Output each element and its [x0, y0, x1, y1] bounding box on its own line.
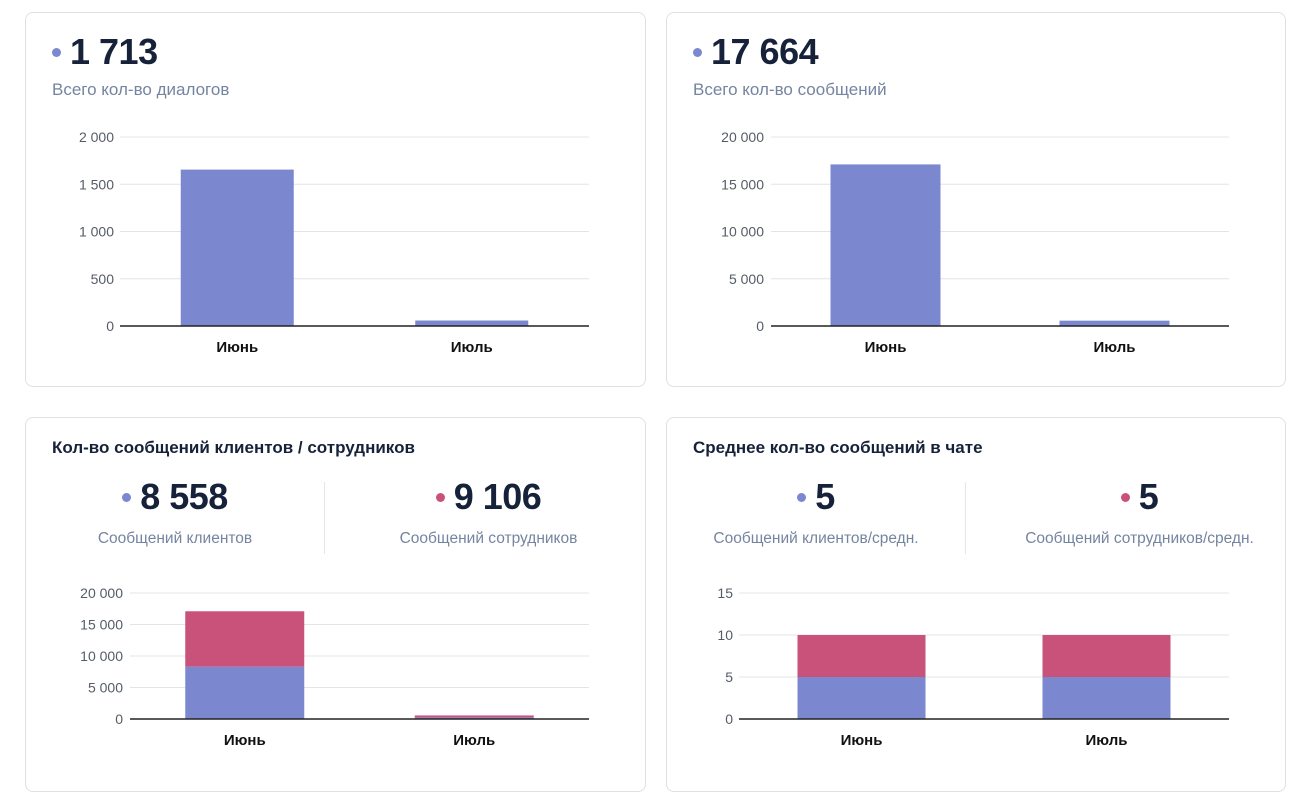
y-tick-label: 20 000	[721, 129, 764, 145]
y-tick-label: 10	[717, 627, 733, 643]
x-category-label: Июль	[1094, 339, 1136, 356]
y-tick-label: 15 000	[721, 176, 764, 192]
bar-clients	[1042, 677, 1171, 719]
x-category-label: Июнь	[216, 339, 258, 356]
y-tick-label: 10 000	[80, 648, 123, 664]
bar-staff	[414, 715, 534, 718]
staff-messages-label: Сообщений сотрудников	[399, 530, 578, 547]
avg-card-title: Среднее кол-во сообщений в чате	[693, 438, 983, 457]
bar-clients	[414, 717, 534, 719]
clients-dot-icon	[797, 492, 807, 502]
dot-indicator-icon	[693, 47, 702, 57]
split-stacked-chart: 0 5 000 10 000 15 000 20 000 Июнь Июль	[80, 585, 589, 749]
clients-dot-icon	[122, 492, 132, 502]
dialogs-card: 1 713 Всего кол-во диалогов 0 500 1 000 1 5…	[25, 12, 646, 387]
bar	[180, 169, 294, 326]
avg-staff-kpi: 5 Сообщений сотрудников/средн.	[992, 476, 1287, 556]
dot-indicator-icon	[52, 47, 61, 57]
y-tick-label: 1 000	[79, 224, 114, 240]
avg-staff-label: Сообщений сотрудников/средн.	[1025, 530, 1254, 547]
avg-clients-value: 5	[815, 476, 835, 517]
x-category-label: Июль	[1086, 732, 1128, 749]
x-category-label: Июнь	[865, 339, 907, 356]
bar-clients	[185, 666, 305, 719]
y-tick-label: 0	[106, 318, 114, 334]
clients-kpi: 8 558 Сообщений клиентов	[26, 476, 324, 556]
bar-staff	[1042, 635, 1171, 677]
bar-clients	[797, 677, 926, 719]
messages-kpi: 17 664	[693, 31, 819, 73]
avg-clients-label: Сообщений клиентов/средн.	[713, 530, 919, 547]
avg-card: Среднее кол-во сообщений в чате 5 Сообще…	[666, 417, 1286, 792]
split-card: Кол-во сообщений клиентов / сотрудников …	[25, 417, 646, 792]
y-tick-label: 500	[91, 271, 115, 287]
avg-clients-kpi: 5 Сообщений клиентов/средн.	[667, 476, 965, 556]
y-tick-label: 2 000	[79, 129, 114, 145]
staff-messages-value: 9 106	[453, 476, 542, 517]
bar	[1059, 320, 1170, 326]
x-category-label: Июль	[453, 732, 495, 749]
y-tick-label: 15	[717, 585, 733, 601]
split-card-title: Кол-во сообщений клиентов / сотрудников	[52, 438, 415, 457]
dialogs-bar-chart: 0 500 1 000 1 500 2 000 Июнь Июль	[79, 129, 589, 356]
y-tick-label: 5 000	[88, 680, 123, 696]
y-tick-label: 10 000	[721, 224, 764, 240]
x-category-label: Июнь	[841, 732, 883, 749]
messages-total-label: Всего кол-во сообщений	[693, 80, 887, 99]
bar	[415, 320, 529, 326]
y-tick-label: 15 000	[80, 617, 123, 633]
avg-stacked-chart: 0 5 10 15 Июнь Июль	[717, 585, 1229, 749]
staff-dot-icon	[1120, 492, 1130, 502]
clients-messages-value: 8 558	[140, 476, 228, 517]
bar-staff	[185, 611, 305, 667]
y-tick-label: 0	[725, 711, 733, 727]
x-category-label: Июнь	[224, 732, 266, 749]
y-tick-label: 0	[115, 711, 123, 727]
staff-kpi: 9 106 Сообщений сотрудников	[351, 476, 626, 556]
y-tick-label: 5	[725, 669, 733, 685]
dialogs-kpi: 1 713	[52, 31, 158, 73]
dialogs-total-label: Всего кол-во диалогов	[52, 80, 230, 99]
y-tick-label: 0	[756, 318, 764, 334]
messages-total-value: 17 664	[711, 31, 819, 72]
bar-staff	[797, 635, 926, 677]
y-tick-label: 1 500	[79, 176, 114, 192]
y-tick-label: 5 000	[729, 271, 764, 287]
dialogs-total-value: 1 713	[70, 31, 158, 72]
x-category-label: Июль	[451, 339, 493, 356]
kpi-divider	[324, 482, 325, 554]
clients-messages-label: Сообщений клиентов	[97, 530, 253, 547]
avg-staff-value: 5	[1138, 476, 1159, 517]
messages-card: 17 664 Всего кол-во сообщений 0 5 000 10 0…	[666, 12, 1286, 387]
messages-bar-chart: 0 5 000 10 000 15 000 20 000 Июнь Июль	[721, 129, 1229, 356]
y-tick-label: 20 000	[80, 585, 123, 601]
staff-dot-icon	[435, 492, 445, 502]
kpi-divider	[965, 482, 966, 554]
bar	[830, 164, 941, 326]
